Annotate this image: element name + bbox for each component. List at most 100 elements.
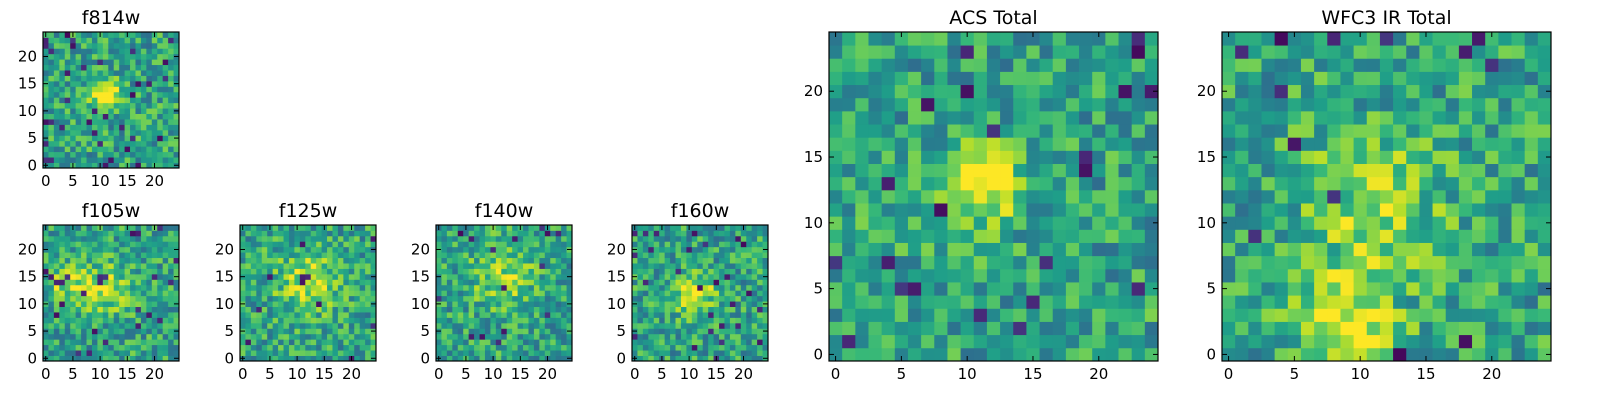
heatmap-cell xyxy=(1524,334,1539,349)
heatmap-cell xyxy=(108,241,115,248)
heatmap-cell xyxy=(124,312,131,318)
heatmap-cell xyxy=(332,312,339,318)
heatmap-cell xyxy=(140,241,147,248)
heatmap-cell xyxy=(441,246,448,253)
heatmap-cell xyxy=(1406,137,1420,151)
heatmap-cell xyxy=(757,268,763,275)
heatmap-cell xyxy=(539,333,546,340)
heatmap-cell xyxy=(757,312,763,318)
heatmap-cell xyxy=(506,301,513,307)
heatmap-cell xyxy=(1052,268,1067,283)
heatmap-cell xyxy=(632,344,638,351)
heatmap-cell xyxy=(1287,137,1302,151)
heatmap-cell xyxy=(632,339,638,346)
heatmap-cell xyxy=(702,252,709,259)
heatmap-cell xyxy=(288,350,295,356)
heatmap-cell xyxy=(523,257,529,264)
heatmap-cell xyxy=(648,333,655,340)
heatmap-cell xyxy=(517,273,524,280)
heatmap-cell xyxy=(1445,84,1460,99)
heatmap-cell xyxy=(474,355,480,362)
heatmap-cell xyxy=(146,48,153,55)
heatmap-cell xyxy=(53,284,60,291)
heatmap-cell xyxy=(146,241,153,248)
heatmap-cell xyxy=(973,308,988,322)
heatmap-cell xyxy=(1092,268,1106,283)
heatmap-cell xyxy=(1079,176,1093,191)
heatmap-cell xyxy=(921,97,935,112)
heatmap-cell xyxy=(561,295,567,302)
heatmap-cell xyxy=(348,246,355,253)
heatmap-cell xyxy=(762,230,769,237)
heatmap-cell xyxy=(1379,189,1394,204)
heatmap-cell xyxy=(1000,321,1014,336)
heatmap-cell xyxy=(452,328,459,335)
heatmap-cell xyxy=(1235,45,1249,59)
heatmap-cell xyxy=(316,235,322,242)
heatmap-cell xyxy=(75,53,82,60)
heatmap-cell xyxy=(59,86,66,93)
heatmap-cell xyxy=(881,110,896,125)
heatmap-cell xyxy=(746,268,753,275)
heatmap-cell xyxy=(348,235,355,242)
heatmap-cell xyxy=(70,48,77,55)
heatmap-cell xyxy=(140,75,147,82)
heatmap-cell xyxy=(75,32,82,38)
heatmap-cell xyxy=(1524,203,1539,217)
heatmap-cell xyxy=(1406,321,1420,336)
heatmap-cell xyxy=(1105,308,1119,322)
heatmap-cell xyxy=(1537,282,1552,296)
heatmap-cell xyxy=(550,279,557,286)
heatmap-cell xyxy=(146,162,153,169)
heatmap-cell xyxy=(751,268,758,275)
heatmap-cell xyxy=(135,312,142,318)
heatmap-cell xyxy=(474,317,480,324)
heatmap-cell xyxy=(719,263,725,269)
heatmap-cell xyxy=(124,48,131,55)
heatmap-cell xyxy=(168,312,174,318)
heatmap-cell xyxy=(130,64,136,71)
heatmap-cell xyxy=(75,135,82,142)
heatmap-cell xyxy=(1340,150,1354,164)
heatmap-cell xyxy=(1287,163,1302,178)
heatmap-cell xyxy=(1105,84,1119,99)
heatmap-cell xyxy=(735,273,742,280)
heatmap-cell xyxy=(829,189,843,204)
heatmap-cell xyxy=(702,230,709,237)
heatmap-cell xyxy=(680,350,687,356)
heatmap-cell xyxy=(146,151,153,158)
heatmap-cell xyxy=(151,140,158,147)
heatmap-cell xyxy=(436,312,442,318)
heatmap-cell xyxy=(168,268,174,275)
heatmap-cell xyxy=(517,263,524,269)
heatmap-cell xyxy=(53,162,60,169)
heatmap-cell xyxy=(48,344,55,351)
heatmap-cell xyxy=(479,306,486,313)
heatmap-cell xyxy=(53,273,60,280)
heatmap-cell xyxy=(294,312,301,318)
heatmap-cell xyxy=(240,257,246,264)
heatmap-cell xyxy=(1235,321,1249,336)
heatmap-cell xyxy=(162,119,169,125)
heatmap-cell xyxy=(1314,45,1328,59)
heatmap-cell xyxy=(642,225,649,231)
heatmap-cell xyxy=(43,306,49,313)
heatmap-cell xyxy=(343,339,350,346)
heatmap-cell xyxy=(283,268,290,275)
heatmap-cell xyxy=(1287,84,1302,99)
heatmap-cell xyxy=(751,257,758,264)
heatmap-cell xyxy=(1118,71,1133,86)
heatmap-cell xyxy=(370,333,377,340)
heatmap-cell xyxy=(512,350,518,356)
heatmap-cell xyxy=(735,317,742,324)
heatmap-cell xyxy=(1131,216,1146,230)
heatmap-cell xyxy=(162,230,169,237)
heatmap-cell xyxy=(1458,268,1473,283)
heatmap-cell xyxy=(1222,163,1236,178)
heatmap-cell xyxy=(1248,295,1262,309)
heatmap-cell xyxy=(441,339,448,346)
heatmap-cell xyxy=(1039,124,1054,138)
heatmap-cell xyxy=(283,355,290,362)
heatmap-cell xyxy=(1092,255,1106,270)
